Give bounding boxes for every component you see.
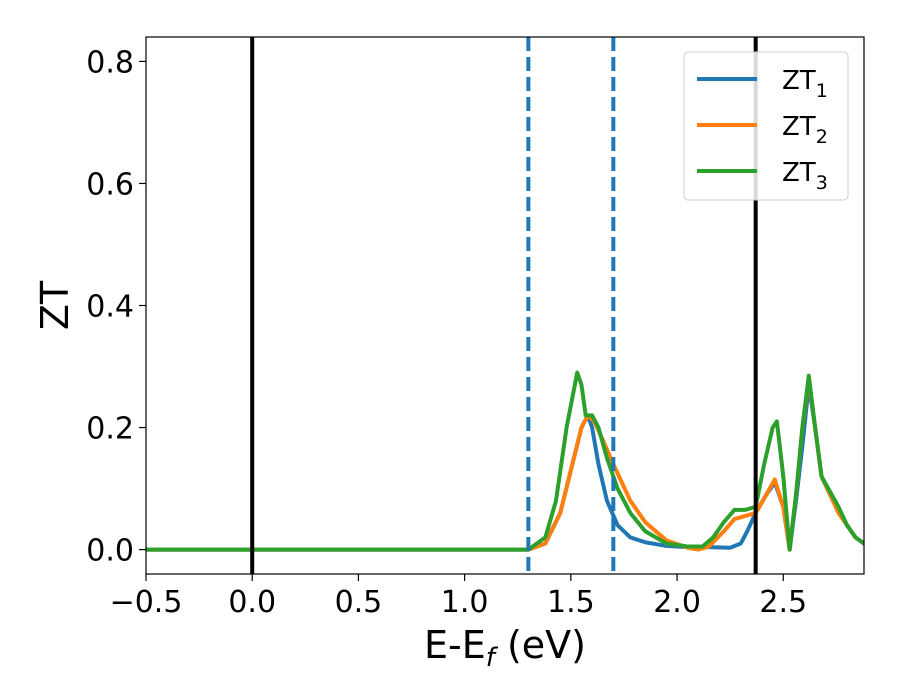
x-tick-label: 1.5 [547,585,595,620]
legend-label-zt3: ZT3 [782,158,828,194]
y-axis: 0.0 0.2 0.4 0.6 0.8 [86,45,146,569]
legend: ZT1 ZT2 ZT3 [683,51,849,201]
y-tick-label: 0.0 [86,534,134,569]
legend-label-zt1: ZT1 [782,66,828,102]
x-tick-label: 0.5 [335,585,383,620]
x-tick-label: 2.5 [759,585,807,620]
y-axis-label: ZT [33,280,77,330]
series-line-zt3 [146,370,864,552]
y-tick-label: 0.2 [86,412,134,447]
x-tick-label: 2.0 [653,585,701,620]
y-tick-label: 0.4 [86,290,134,325]
x-tick-label: 0.0 [228,585,276,620]
legend-label-zt2: ZT2 [782,112,828,148]
x-axis: −0.5 0.0 0.5 1.0 1.5 2.0 2.5 [110,574,807,620]
x-axis-label: E-Ef (eV) [424,623,586,673]
legend-box [683,51,849,201]
y-tick-label: 0.8 [86,45,134,80]
x-tick-label: 1.0 [441,585,489,620]
x-tick-label: −0.5 [110,585,183,620]
plot-area [146,37,864,574]
y-tick-label: 0.6 [86,167,134,202]
